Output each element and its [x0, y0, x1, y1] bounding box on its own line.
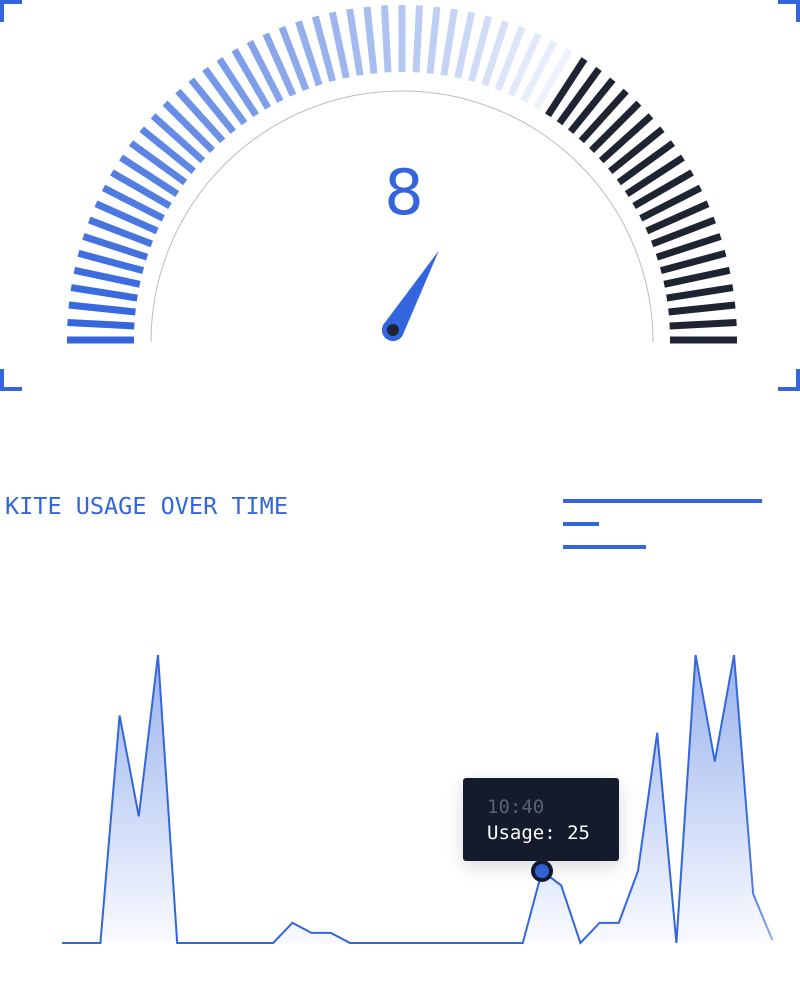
usage-area-chart — [0, 600, 800, 992]
gauge-tick — [632, 169, 694, 210]
gauge-tick — [73, 266, 141, 288]
gauge-value: 8 — [384, 156, 423, 229]
gauge-tick — [101, 184, 165, 222]
chart-title: KITE USAGE OVER TIME — [5, 492, 288, 520]
gauge-tick — [119, 154, 180, 197]
gauge-tick — [346, 8, 364, 76]
chart-tooltip: 10:40 Usage: 25 — [463, 778, 619, 861]
gauge-tick — [669, 318, 737, 330]
gauge-tick — [668, 301, 736, 316]
highlighted-point[interactable] — [531, 860, 553, 882]
gauge-tick — [202, 66, 248, 126]
gauge-tick — [380, 5, 392, 73]
needle-blade — [382, 250, 439, 341]
tooltip-value: Usage: 25 — [487, 822, 590, 844]
gauge-tick — [216, 57, 259, 118]
gauge-tick — [494, 25, 526, 92]
gauge-tick — [645, 200, 710, 235]
gauge-tick — [532, 48, 573, 110]
gauge-tick — [520, 39, 558, 103]
corner-bracket-top-right — [778, 0, 800, 22]
gauge-tick — [655, 233, 722, 261]
gauge-tick — [311, 15, 337, 83]
gauge-tick — [139, 126, 196, 175]
legend-line-2 — [563, 522, 599, 526]
gauge-tick — [110, 169, 172, 210]
gauge-tick — [278, 25, 310, 92]
gauge-tick — [262, 32, 297, 97]
gauge-tick — [454, 11, 476, 79]
gauge-tick — [295, 20, 323, 87]
gauge-tick — [659, 249, 727, 275]
gauge-tick — [589, 100, 642, 153]
gauge-tick — [598, 113, 654, 164]
gauge-tick — [545, 57, 588, 118]
corner-bracket-bottom-right — [778, 369, 800, 391]
gauge-tick — [87, 216, 154, 248]
gauge-tick — [363, 6, 378, 74]
tooltip-time: 10:40 — [487, 796, 545, 818]
legend-line-1 — [563, 499, 762, 503]
gauge: 8 — [67, 5, 737, 344]
gauge-tick — [578, 88, 629, 144]
gauge-tick — [246, 39, 284, 103]
gauge-tick — [426, 6, 441, 74]
gauge-tick — [231, 48, 272, 110]
gauge-tick — [467, 15, 493, 83]
fade-overlay — [0, 600, 800, 992]
gauge-tick — [175, 88, 226, 144]
gauge-tick — [639, 184, 703, 222]
gauge-inner-arc — [150, 90, 654, 343]
gauge-tick — [67, 318, 135, 330]
gauge-tick — [82, 233, 149, 261]
gauge-tick — [68, 301, 136, 316]
gauge-tick — [608, 126, 665, 175]
gauge-tick — [507, 32, 542, 97]
gauge-tick — [94, 200, 159, 235]
corner-bracket-top-left — [0, 0, 22, 22]
gauge-tick — [567, 77, 616, 134]
gauge-tick — [150, 113, 206, 164]
gauge-tick — [188, 77, 237, 134]
gauge-tick — [128, 140, 188, 186]
needle-pivot — [387, 324, 399, 336]
gauge-tick — [624, 154, 685, 197]
gauge-tick — [616, 140, 676, 186]
gauge-tick — [650, 216, 717, 248]
gauge-tick — [328, 11, 350, 79]
gauge-tick — [440, 8, 458, 76]
gauge-tick — [77, 249, 145, 275]
gauge-tick — [666, 284, 734, 302]
legend-line-3 — [563, 545, 646, 549]
gauge-needle — [382, 250, 439, 341]
gauge-tick — [481, 20, 509, 87]
gauge-ticks — [67, 5, 737, 344]
gauge-tick — [162, 100, 215, 153]
gauge-tick — [663, 266, 731, 288]
corner-bracket-bottom-left — [0, 369, 22, 391]
gauge-tick — [70, 284, 138, 302]
gauge-tick — [412, 5, 424, 73]
gauge-tick — [556, 66, 602, 126]
